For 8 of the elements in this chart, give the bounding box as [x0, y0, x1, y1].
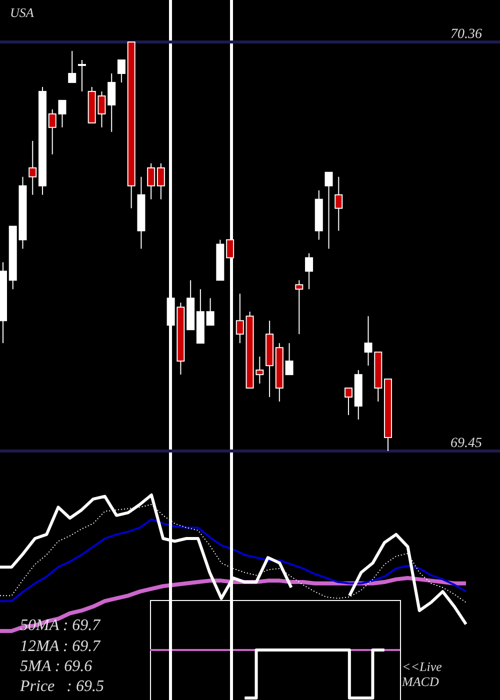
text: <<Live	[402, 659, 442, 674]
text: Price : 69.5	[19, 678, 104, 695]
text: USA	[10, 5, 34, 20]
text: 12MA : 69.7	[20, 638, 102, 655]
text: 5MA : 69.6	[20, 658, 92, 675]
y-tick-label: 70.36	[450, 27, 482, 42]
text: MACD	[401, 674, 440, 689]
y-tick-label: 69.45	[450, 436, 482, 451]
